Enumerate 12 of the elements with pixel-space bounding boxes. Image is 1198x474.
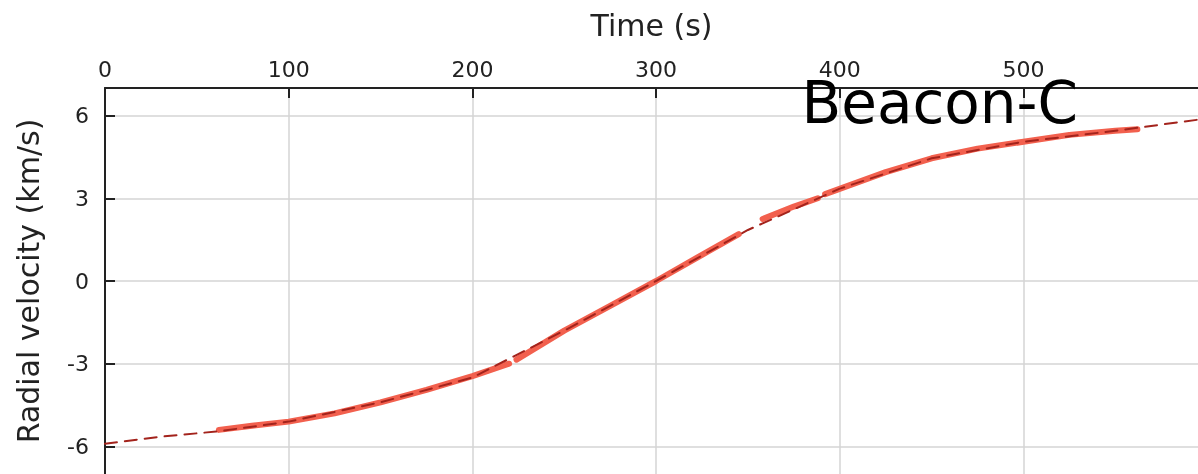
x-tick-label: 0 bbox=[98, 56, 112, 82]
y-tick-label: 0 bbox=[75, 268, 89, 294]
y-tick-label: -6 bbox=[67, 433, 89, 459]
y-tick-label: 6 bbox=[75, 103, 89, 129]
x-axis-title: Time (s) bbox=[589, 7, 713, 43]
x-tick-label: 200 bbox=[451, 56, 494, 82]
y-axis-title: Radial velocity (km/s) bbox=[10, 118, 46, 444]
x-tick-label: 500 bbox=[1002, 56, 1045, 82]
y-tick-label: 3 bbox=[75, 185, 89, 211]
x-tick-label: 100 bbox=[267, 56, 310, 82]
y-tick-label: -3 bbox=[67, 351, 89, 377]
x-tick-label: 300 bbox=[635, 56, 678, 82]
